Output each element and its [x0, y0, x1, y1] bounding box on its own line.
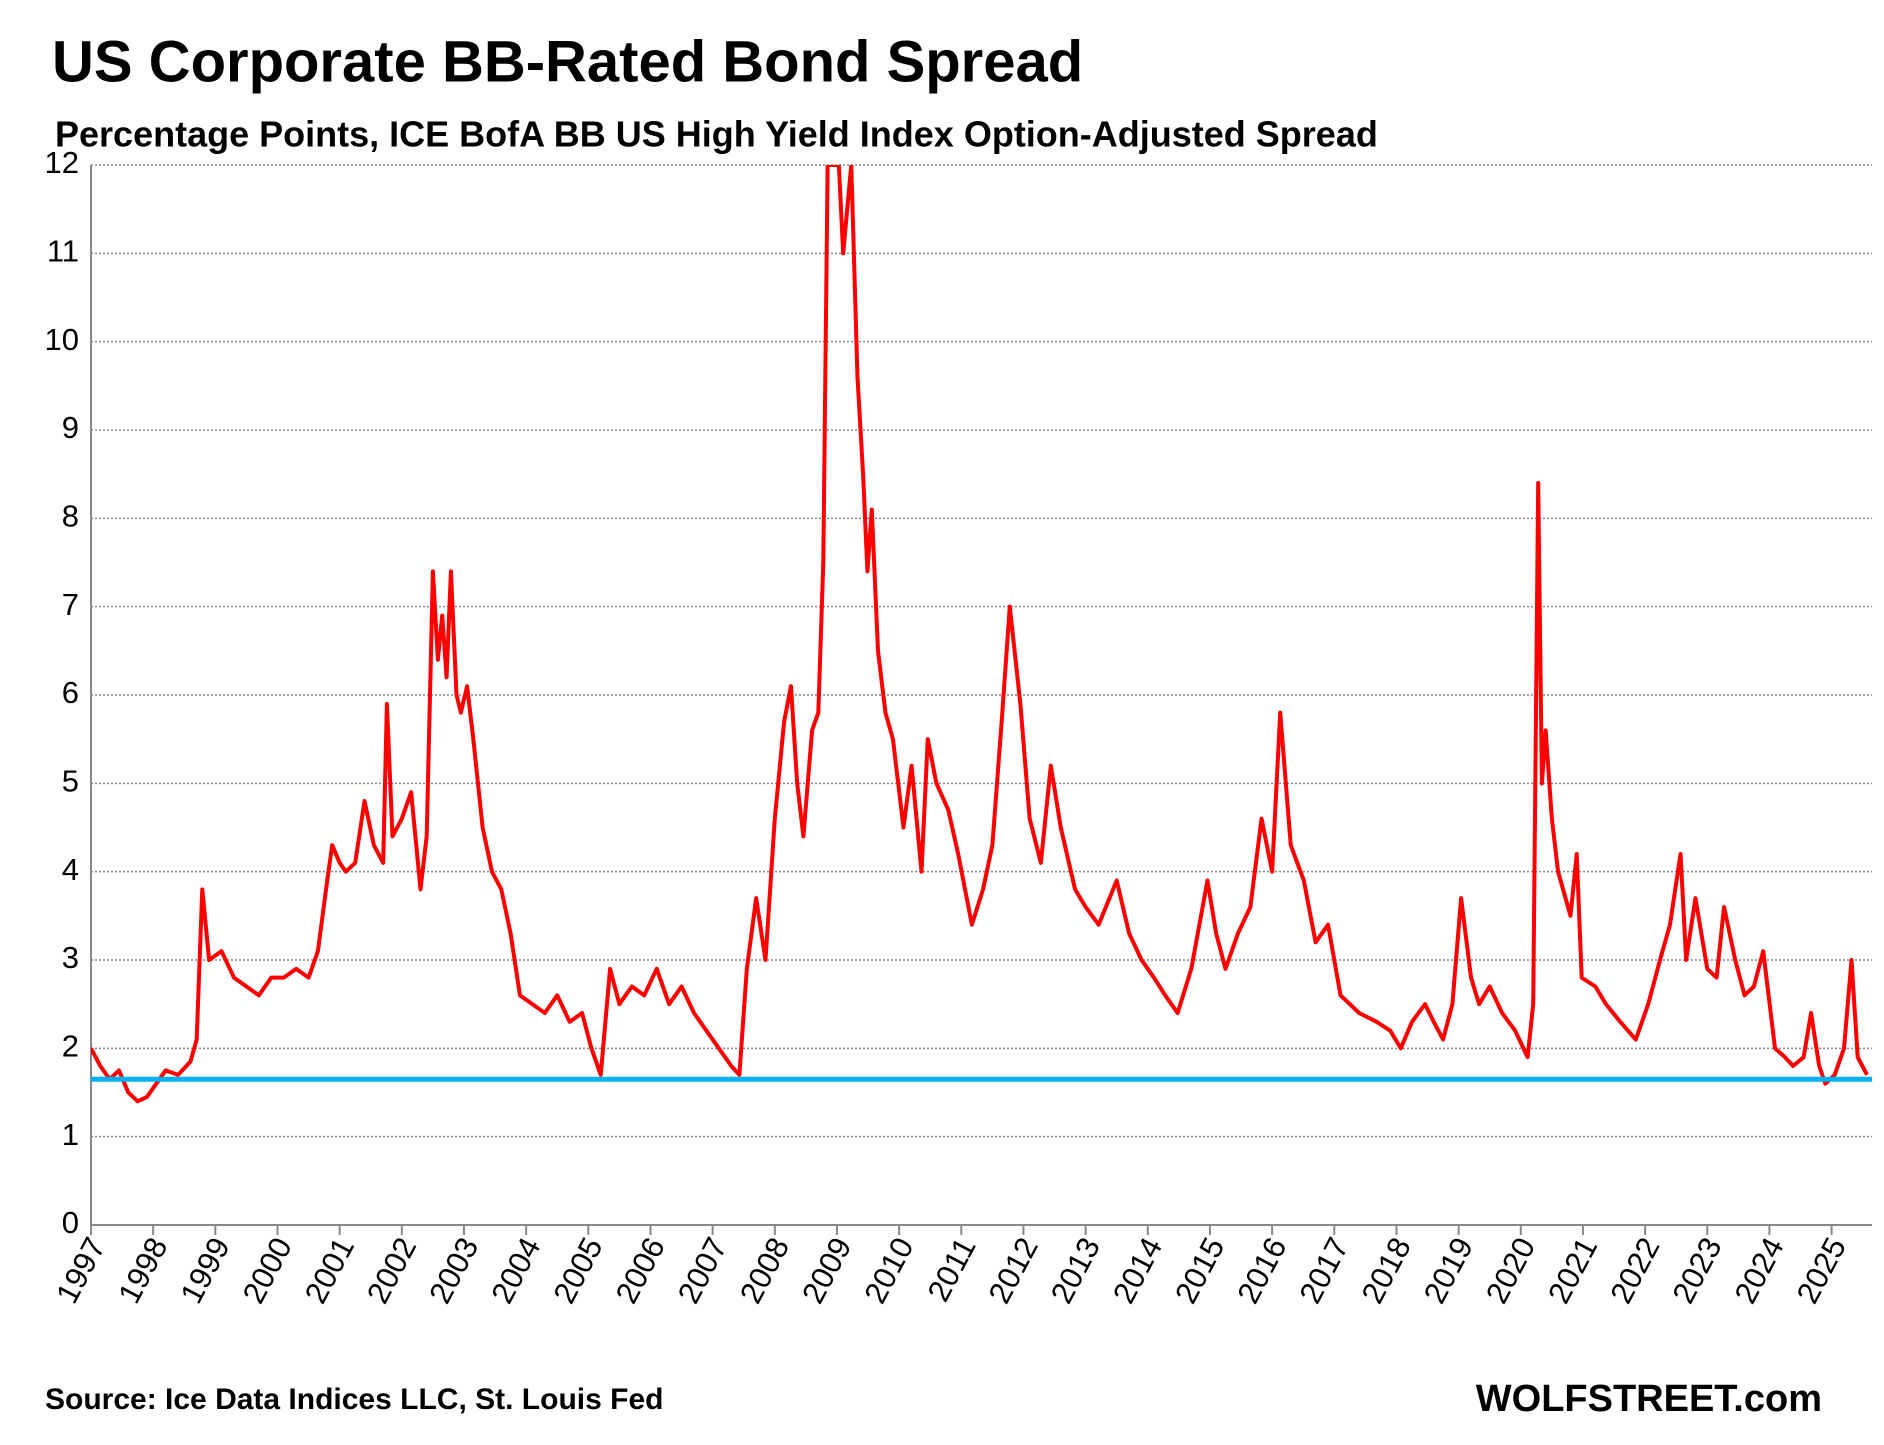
x-tick-label: 2010 — [857, 1232, 920, 1309]
x-tick-label: 2014 — [1106, 1232, 1169, 1309]
y-tick-label: 7 — [62, 587, 79, 622]
x-tick-label: 2020 — [1479, 1232, 1542, 1309]
x-tick-label: 2001 — [298, 1232, 361, 1309]
x-tick-label: 2000 — [236, 1232, 299, 1309]
y-tick-label: 3 — [62, 940, 79, 975]
x-tick-label: 2022 — [1603, 1232, 1666, 1309]
y-tick-label: 2 — [62, 1029, 79, 1064]
x-tick-label: 2007 — [671, 1232, 734, 1309]
y-tick-label: 8 — [62, 499, 79, 534]
x-tick-label: 1998 — [111, 1232, 174, 1309]
y-tick-label: 4 — [62, 852, 79, 887]
x-tick-label: 2008 — [733, 1232, 796, 1309]
x-tick-label: 2016 — [1230, 1232, 1293, 1309]
x-tick-label: 2002 — [360, 1232, 423, 1309]
data-line — [91, 165, 1869, 1104]
x-tick-label: 1997 — [49, 1232, 112, 1309]
source-note: Source: Ice Data Indices LLC, St. Louis … — [45, 1383, 663, 1416]
chart-subtitle: Percentage Points, ICE BofA BB US High Y… — [55, 114, 1378, 155]
x-tick-label: 2021 — [1541, 1232, 1604, 1309]
x-tick-label: 2018 — [1355, 1232, 1418, 1309]
y-tick-label: 10 — [45, 322, 79, 357]
x-tick-label: 2019 — [1417, 1232, 1480, 1309]
y-tick-label: 6 — [62, 675, 79, 710]
x-tick-label: 2025 — [1790, 1232, 1853, 1309]
y-tick-label: 1 — [62, 1117, 79, 1152]
y-tick-label: 11 — [47, 234, 79, 269]
x-tick-label: 2005 — [546, 1232, 609, 1309]
watermark: WOLFSTREET.com — [1476, 1378, 1822, 1420]
x-tick-label: 1999 — [173, 1232, 236, 1309]
y-tick-label: 5 — [62, 764, 79, 799]
x-tick-label: 2003 — [422, 1232, 485, 1309]
x-tick-label: 2004 — [484, 1232, 547, 1309]
x-tick-label: 2009 — [795, 1232, 858, 1309]
x-tick-label: 2011 — [921, 1232, 983, 1307]
chart-title: US Corporate BB-Rated Bond Spread — [52, 29, 1083, 94]
x-tick-label: 2012 — [982, 1232, 1045, 1309]
x-tick-label: 2024 — [1728, 1232, 1791, 1309]
x-tick-label: 2023 — [1665, 1232, 1728, 1309]
x-tick-label: 2006 — [609, 1232, 672, 1309]
x-tick-label: 2015 — [1168, 1232, 1231, 1309]
y-tick-label: 9 — [62, 410, 79, 445]
y-tick-label: 0 — [62, 1205, 79, 1240]
y-tick-label: 12 — [45, 145, 79, 180]
x-tick-label: 2017 — [1292, 1232, 1355, 1309]
x-tick-label: 2013 — [1044, 1232, 1107, 1309]
